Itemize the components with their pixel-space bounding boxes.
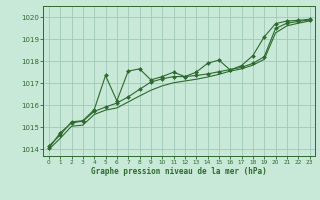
X-axis label: Graphe pression niveau de la mer (hPa): Graphe pression niveau de la mer (hPa) — [91, 167, 267, 176]
